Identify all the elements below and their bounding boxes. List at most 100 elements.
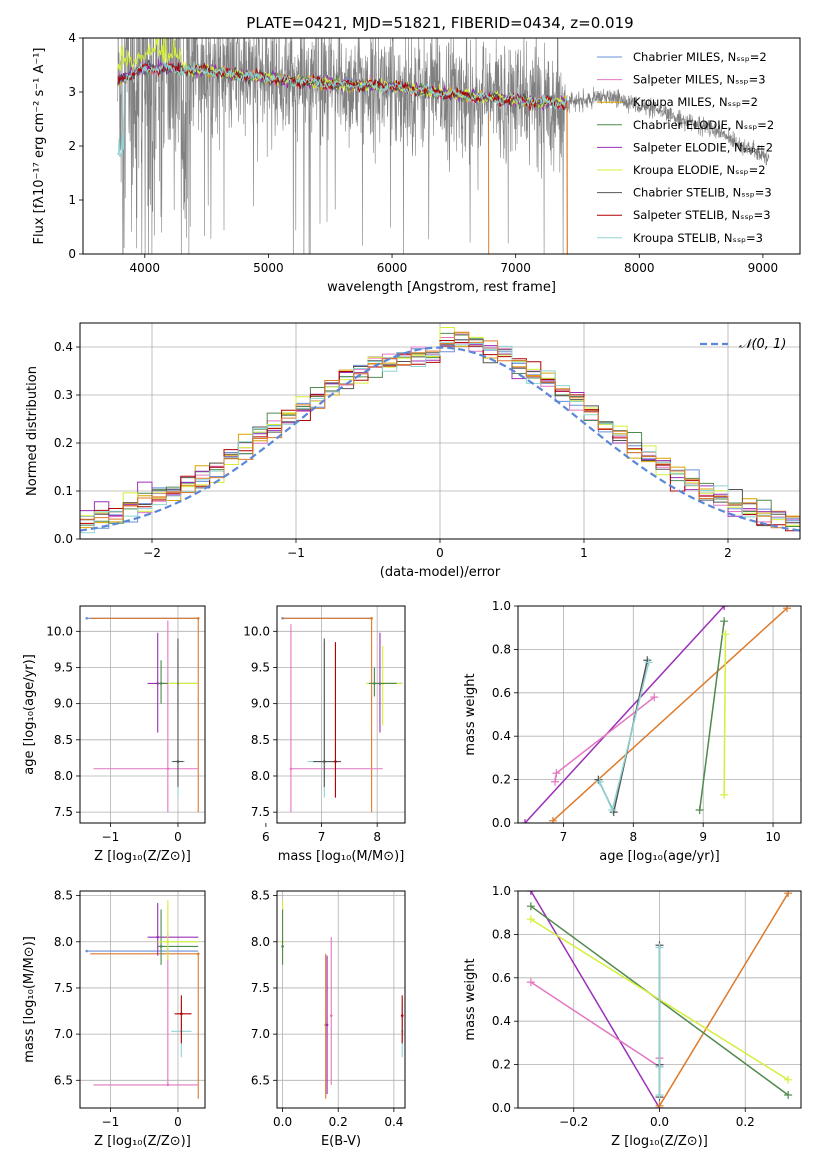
x-tick-label: 7000 <box>500 261 531 275</box>
x-tick-label: −1 <box>102 830 120 844</box>
y-tick-label: 9.5 <box>251 660 270 674</box>
weight-marker <box>783 606 792 613</box>
plot-area-mass_vs_ebv <box>277 891 405 1108</box>
weight-marker <box>784 1075 793 1084</box>
weight-series-line <box>698 621 725 811</box>
y-tick-label: 10.0 <box>46 624 73 638</box>
errorbar-point <box>180 1012 183 1016</box>
y-tick-label: 8.5 <box>54 889 73 903</box>
x-tick-label: 7 <box>560 830 568 844</box>
errorbar-point <box>334 760 337 763</box>
x-tick-label: 9000 <box>748 261 779 275</box>
y-tick-label: 0.0 <box>492 816 511 830</box>
y-axis-label: mass weight <box>463 958 478 1040</box>
plot-area-age_vs_Z <box>80 606 205 823</box>
errorbar-point <box>166 767 170 771</box>
plot-area-mass_vs_Z <box>80 891 205 1108</box>
y-tick-label: 4 <box>68 31 76 45</box>
panel-weight_vs_Z: −0.2 0.0 0.2 0.0 0.2 0.4 0.6 0.8 1.0 Z [log₁₀(Z/Z… <box>463 884 802 1149</box>
y-axis-label: Flux [fλ10⁻¹⁷ erg cm⁻² s⁻¹ A⁻¹] <box>32 48 47 245</box>
x-tick-label: −2 <box>143 546 161 560</box>
y-tick-label: 1 <box>68 193 76 207</box>
errorbar-point <box>159 682 163 685</box>
y-tick-label: 8.5 <box>251 733 270 747</box>
weight-series-line <box>530 891 661 1108</box>
model-spectrum-line <box>117 61 568 111</box>
y-tick-label: 0.2 <box>492 773 511 787</box>
y-axis-label: age [log₁₀(age/yr)] <box>22 654 37 775</box>
y-tick-label: 8.0 <box>251 935 270 949</box>
weight-marker <box>721 630 730 639</box>
y-tick-label: 6.5 <box>54 1073 73 1087</box>
errorbar-point <box>156 935 160 939</box>
x-tick-label: 0.2 <box>736 1115 755 1129</box>
x-tick-label: 6000 <box>377 261 408 275</box>
weight-series-line <box>723 634 727 795</box>
weight-series-line <box>658 892 789 1107</box>
errorbar-point <box>166 1083 170 1087</box>
errorbar-point <box>323 760 326 763</box>
legend-entry: Chabrier STELIB, Nₛₛₚ=3 <box>633 186 772 200</box>
weight-marker <box>655 1101 664 1108</box>
axes-frame <box>79 322 801 540</box>
legend-entry: Salpeter STELIB, Nₛₛₚ=3 <box>633 208 771 222</box>
y-tick-label: 0.6 <box>492 971 511 985</box>
weight-marker <box>644 658 653 667</box>
x-axis-label: wavelength [Angstrom, rest frame] <box>327 280 556 295</box>
plot-area-weight_vs_age <box>518 606 801 823</box>
y-tick-label: 3 <box>68 85 76 99</box>
y-tick-label: 7.0 <box>54 1027 73 1041</box>
y-tick-label: 6.5 <box>251 1073 270 1087</box>
x-tick-label: 1 <box>580 546 588 560</box>
y-tick-label: 0 <box>68 247 76 261</box>
errorbar-point <box>329 1014 333 1017</box>
weight-marker <box>595 777 604 786</box>
y-tick-label: 1.0 <box>492 884 511 898</box>
legend-entry: Kroupa ELODIE, Nₛₛₚ=2 <box>633 163 766 177</box>
y-axis-label: mass weight <box>463 673 478 755</box>
weight-marker <box>548 816 557 823</box>
weight-marker <box>655 1062 664 1071</box>
weight-marker <box>552 769 561 778</box>
y-tick-label: 0.8 <box>492 642 511 656</box>
panel-age_vs_Z: −1 0 7.5 8.0 8.5 9.0 9.5 10.0 Z [log₁₀(Z/Z⊙)] age… <box>22 605 206 864</box>
x-axis-label: Z [log₁₀(Z/Z⊙)] <box>94 1134 191 1149</box>
x-axis-label: Z [log₁₀(Z/Z⊙)] <box>94 849 191 864</box>
y-tick-label: 7.5 <box>54 981 73 995</box>
weight-marker <box>526 891 535 895</box>
errorbar-point <box>325 1023 329 1027</box>
weight-marker <box>720 617 729 626</box>
x-tick-label: 0 <box>174 1115 182 1129</box>
y-tick-label: 0.2 <box>54 436 73 450</box>
x-tick-label: 6 <box>262 830 270 844</box>
y-tick-label: 1.0 <box>492 599 511 613</box>
x-tick-label: 10 <box>765 830 780 844</box>
x-axis-label: age [log₁₀(age/yr)] <box>599 849 720 864</box>
legend-entry: Chabrier ELODIE, Nₛₛₚ=2 <box>633 118 774 132</box>
y-tick-label: 0.3 <box>54 388 73 402</box>
x-axis-label: mass [log₁₀(M/M⊙)] <box>278 849 405 864</box>
errorbar-point <box>85 616 89 620</box>
weight-marker <box>720 790 729 799</box>
x-tick-label: 4000 <box>130 261 161 275</box>
chart-layer: 4000 5000 6000 7000 8000 900001234wavelength … <box>22 31 802 1149</box>
x-tick-label: 0 <box>436 546 444 560</box>
legend: Chabrier MILES, Nₛₛₚ=2 Salpeter MILES, Nₛ… <box>597 50 774 245</box>
x-tick-label: 8 <box>373 830 381 844</box>
x-tick-label: 0.0 <box>650 1115 669 1129</box>
y-tick-label: 9.0 <box>251 697 270 711</box>
panel-residuals: −2 −1 0 1 2 0.0 0.1 0.2 0.3 0.4 (data-model)/error… <box>25 322 801 580</box>
weight-marker <box>655 943 664 952</box>
x-tick-label: −0.2 <box>559 1115 588 1129</box>
errorbar-point <box>281 945 284 948</box>
observed-spectrum-line <box>117 38 770 254</box>
y-axis-label: mass [log₁₀(M/M⊙)] <box>22 936 37 1063</box>
x-axis-label: (data-model)/error <box>380 565 501 580</box>
y-tick-label: 0.1 <box>54 484 73 498</box>
y-tick-label: 7.5 <box>251 805 270 819</box>
gaussian-curve <box>80 346 800 532</box>
weight-marker <box>784 1090 793 1099</box>
y-tick-label: 8.0 <box>54 769 73 783</box>
errorbar-point <box>373 682 376 685</box>
